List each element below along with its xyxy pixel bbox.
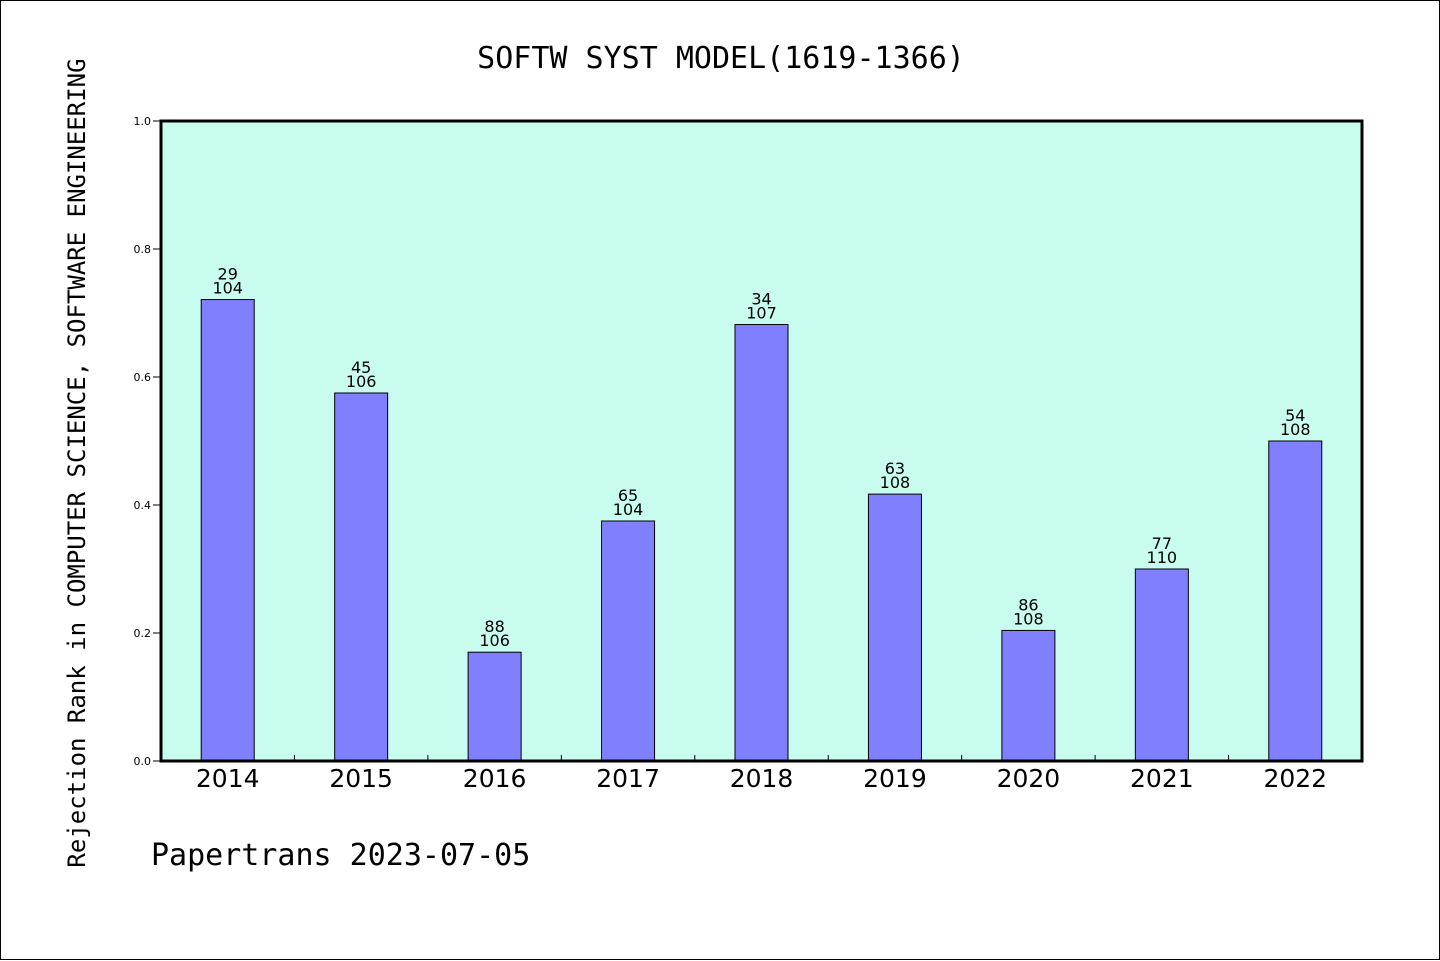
bar [867,493,922,762]
y-tick-label: 0.2 [134,627,152,640]
y-tick-label: 0.0 [134,755,152,768]
bar-label-bottom: 104 [212,279,243,298]
bar-label-bottom: 106 [346,372,377,391]
bar [467,651,522,762]
bar-label-top: 63 [885,459,905,478]
bar-label-top: 54 [1285,406,1305,425]
footer-credit: Papertrans 2023-07-05 [151,838,530,873]
x-tick-label: 2016 [463,764,527,793]
bar [601,520,656,762]
chart-title: SOFTW SYST MODEL(1619-1366) [477,41,965,76]
bar [1134,568,1189,762]
bar-label-bottom: 108 [1280,420,1311,439]
y-tick-label: 1.0 [134,115,152,128]
y-tick-label: 0.8 [134,243,152,256]
bar [1001,629,1056,762]
x-tick-label: 2022 [1263,764,1327,793]
bar-label-top: 86 [1018,595,1038,614]
x-tick-label: 2020 [997,764,1061,793]
bar [734,324,789,762]
x-tick-label: 2017 [596,764,660,793]
bar [334,392,389,762]
x-tick-label: 2014 [196,764,260,793]
bar-label-top: 45 [351,358,371,377]
x-tick-label: 2015 [329,764,393,793]
bar-label-bottom: 110 [1147,548,1178,567]
x-tick-label: 2021 [1130,764,1194,793]
chart-marks: 0.00.20.40.60.81.02910420144510620158810… [134,115,1328,793]
plot-border [159,119,1364,763]
bar-label-top: 77 [1152,534,1172,553]
bar-label-bottom: 106 [479,631,510,650]
x-tick-label: 2019 [863,764,927,793]
x-tick-label: 2018 [730,764,794,793]
bar-label-bottom: 107 [746,304,777,323]
bar-label-top: 29 [218,265,238,284]
y-axis-label: Rejection Rank in COMPUTER SCIENCE, SOFT… [63,58,91,867]
bar-label-top: 65 [618,486,638,505]
bar-label-top: 34 [751,290,771,309]
bar [1268,440,1323,762]
bar-label-bottom: 108 [880,473,911,492]
bar-label-bottom: 104 [613,500,644,519]
y-tick-label: 0.4 [134,499,152,512]
y-tick-label: 0.6 [134,371,152,384]
bar-label-bottom: 108 [1013,609,1044,628]
bar-label-top: 88 [484,617,504,636]
bar [200,299,255,762]
